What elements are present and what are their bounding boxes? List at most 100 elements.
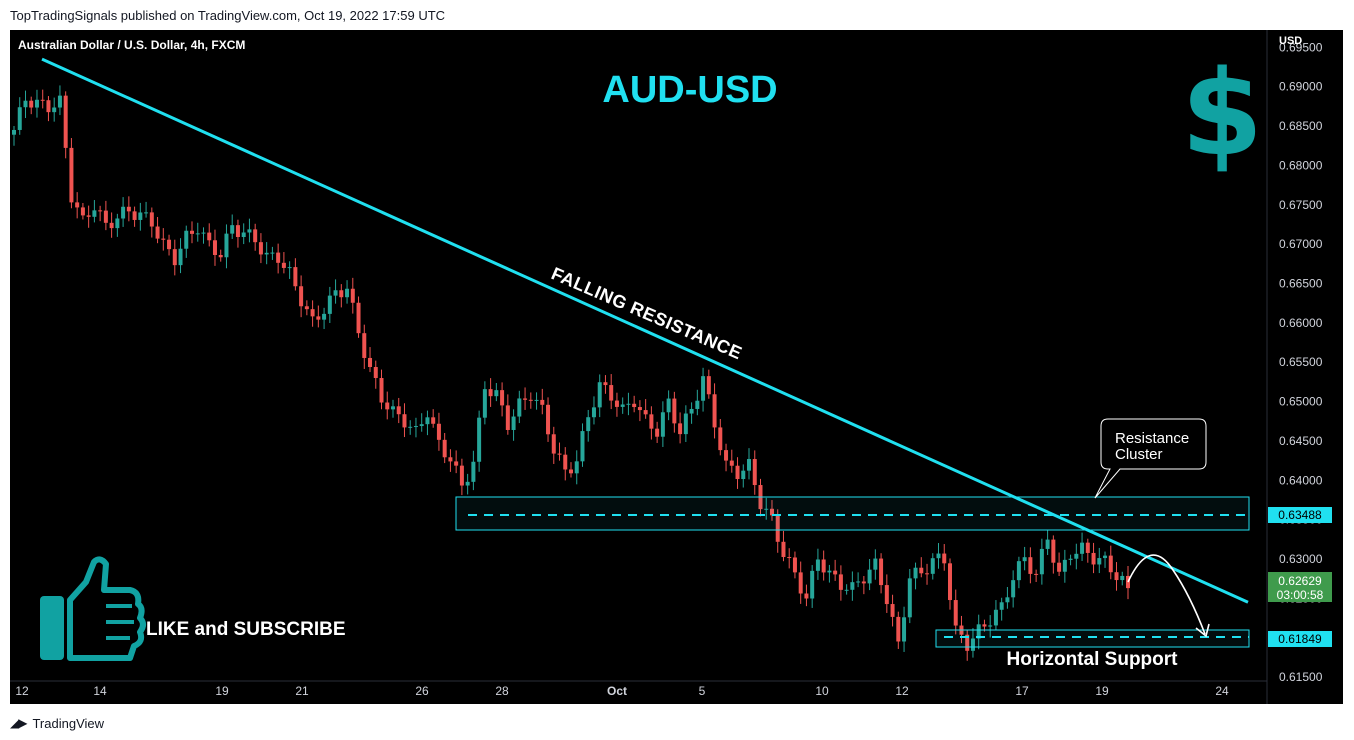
candle-body <box>787 557 792 559</box>
candle <box>12 126 16 146</box>
candle <box>98 205 103 222</box>
tradingview-footer[interactable]: ◢▶ TradingView <box>10 713 104 733</box>
candle-body <box>402 414 407 428</box>
candle-body <box>258 242 263 255</box>
candle-body <box>1080 542 1085 554</box>
candle-body <box>976 624 981 639</box>
y-tick-label: 0.68500 <box>1279 119 1323 133</box>
candle <box>276 243 281 274</box>
candle-body <box>970 638 975 651</box>
candle-body <box>838 574 843 590</box>
candle <box>792 551 797 579</box>
candle-body <box>546 404 551 435</box>
candle <box>459 458 464 496</box>
candle <box>115 213 120 237</box>
candle-body <box>167 239 172 250</box>
candle-body <box>419 424 424 427</box>
candle-body <box>528 399 533 401</box>
candle <box>482 381 487 425</box>
candle-body <box>747 459 752 471</box>
candle <box>488 378 493 407</box>
candle-body <box>821 559 826 573</box>
candle-body <box>132 211 137 220</box>
candle <box>833 559 838 581</box>
candle-body <box>69 147 74 203</box>
candle-body <box>396 406 401 415</box>
candle-body <box>591 407 596 418</box>
price-chart[interactable]: 0.69500 0.69000 0.68500 0.68000 0.67500 0.670… <box>10 30 1343 704</box>
candle-body <box>580 431 585 462</box>
candle-body <box>276 252 281 263</box>
candle-body <box>769 508 774 516</box>
resistance-price-badge: 0.63488 <box>1268 507 1332 523</box>
callout-line-1: Resistance <box>1115 430 1189 447</box>
candle-body <box>1097 558 1102 565</box>
x-tick-label: 12 <box>15 684 29 698</box>
candle <box>678 412 683 444</box>
candle-body <box>689 408 694 414</box>
candle <box>586 409 591 442</box>
candle-body <box>907 578 912 618</box>
candle-body <box>477 417 482 462</box>
candle-body <box>448 457 453 462</box>
candle-body <box>40 99 45 101</box>
candle-body <box>988 625 993 627</box>
x-tick-label: 19 <box>215 684 229 698</box>
candle <box>609 374 614 410</box>
candle <box>1005 586 1010 609</box>
candle <box>856 572 861 588</box>
candle-body <box>1126 575 1130 589</box>
falling-resistance-trendline[interactable] <box>41 57 1249 604</box>
candle-body <box>718 427 723 451</box>
candle <box>729 449 734 473</box>
svg-text:$: $ <box>1181 44 1263 182</box>
candle-body <box>454 461 459 466</box>
candle-body <box>80 207 85 216</box>
candle-body <box>781 541 786 558</box>
candle <box>247 218 252 243</box>
candle-body <box>1022 557 1027 562</box>
candle-body <box>632 403 637 408</box>
candle <box>1062 549 1067 583</box>
candle-body <box>316 316 321 320</box>
candle <box>735 457 740 489</box>
candle <box>626 392 631 416</box>
candle <box>1085 538 1090 563</box>
candle-body <box>724 450 729 461</box>
candle-body <box>505 405 510 430</box>
candle <box>350 277 355 314</box>
candle <box>92 200 97 223</box>
y-tick-label: 0.66000 <box>1279 316 1323 330</box>
candle <box>126 196 131 222</box>
candle <box>477 410 482 472</box>
candle-body <box>896 616 901 642</box>
candle <box>1074 543 1079 570</box>
promo-label[interactable]: LIKE and SUBSCRIBE <box>146 619 346 640</box>
candle <box>253 223 258 251</box>
candle <box>551 426 556 464</box>
candle <box>379 369 384 410</box>
candle-body <box>637 407 642 411</box>
chart-panel[interactable]: 0.69500 0.69000 0.68500 0.68000 0.67500 0.670… <box>10 30 1343 704</box>
candle <box>942 544 947 571</box>
candle <box>1034 569 1039 582</box>
candle <box>385 391 390 420</box>
svg-text:0.61849: 0.61849 <box>1278 632 1322 646</box>
candle <box>953 589 958 635</box>
candle-body <box>103 210 108 223</box>
candle-body <box>235 225 240 238</box>
candle <box>970 628 975 658</box>
y-tick-label: 0.69000 <box>1279 80 1323 94</box>
candle <box>235 219 240 248</box>
candle <box>511 409 516 441</box>
candle <box>655 421 660 443</box>
candle-body <box>695 400 700 409</box>
candle-body <box>609 385 614 401</box>
candle-body <box>620 404 625 407</box>
candle <box>218 249 223 262</box>
candle <box>752 450 757 495</box>
candle <box>138 202 143 231</box>
candle <box>264 242 269 265</box>
candle-body <box>413 426 418 428</box>
candle-body <box>459 465 464 486</box>
